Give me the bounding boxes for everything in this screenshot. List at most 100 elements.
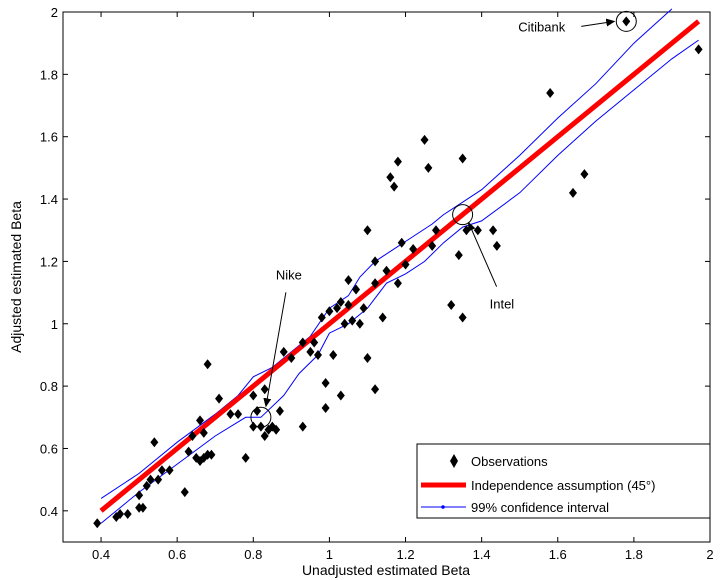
observation-point <box>256 421 265 432</box>
observation-point <box>340 318 349 329</box>
observation-point <box>146 474 155 485</box>
x-tick-label: 1.8 <box>625 547 643 562</box>
observation-point <box>546 88 555 99</box>
observation-point <box>325 306 334 317</box>
observation-point <box>568 187 577 198</box>
observation-point <box>386 172 395 183</box>
independence-line <box>99 19 701 513</box>
observation-point <box>188 431 197 441</box>
observation-point <box>344 300 353 311</box>
observation-point <box>359 303 368 314</box>
observation-point <box>306 346 315 357</box>
observation-point <box>215 393 224 404</box>
observation-point <box>272 424 281 435</box>
observation-point <box>378 312 387 323</box>
observation-point <box>431 225 440 236</box>
observation-point <box>279 346 288 357</box>
observation-point <box>234 409 243 420</box>
y-tick-label: 1.6 <box>40 130 58 145</box>
observation-point <box>393 278 402 289</box>
observation-point <box>298 421 307 432</box>
observation-point <box>138 502 147 513</box>
legend-box <box>416 443 711 519</box>
legend-label: Observations <box>471 454 548 469</box>
independence-line-group <box>99 19 701 513</box>
observation-point <box>329 349 338 360</box>
observation-point <box>157 465 166 476</box>
observation-point <box>397 237 406 248</box>
observation-point <box>489 225 498 236</box>
x-tick-label: 1.6 <box>549 547 567 562</box>
legend-label: Independence assumption (45°) <box>471 478 655 493</box>
observation-point <box>580 169 589 180</box>
observation-point <box>199 427 208 438</box>
observation-point <box>184 446 193 457</box>
observation-point <box>409 243 418 254</box>
observation-point <box>393 156 402 167</box>
y-tick-label: 0.6 <box>40 441 58 456</box>
annotation-label: Citibank <box>518 19 565 34</box>
observation-point <box>298 337 307 348</box>
observation-point <box>116 508 125 519</box>
observation-point <box>287 353 296 364</box>
observation-point <box>348 315 357 326</box>
y-tick-label: 1.8 <box>40 67 58 82</box>
observation-point <box>622 16 631 27</box>
observation-point <box>390 181 399 192</box>
observation-point <box>123 508 132 519</box>
observation-point <box>458 312 467 323</box>
observation-point <box>454 250 463 261</box>
observation-point <box>401 259 410 270</box>
observation-point <box>336 390 345 401</box>
x-tick-label: 1.4 <box>473 547 491 562</box>
annotation-arrow <box>263 292 287 408</box>
observation-point <box>424 162 433 173</box>
observation-point <box>428 240 437 251</box>
observation-point <box>154 474 163 485</box>
observation-point <box>352 284 361 295</box>
x-tick-label: 1.2 <box>396 547 414 562</box>
legend: Observations Independence assumption (45°… <box>416 443 711 519</box>
x-axis-label: Unadjusted estimated Beta <box>302 562 470 578</box>
annotations: Citibank Intel Nike <box>250 10 637 428</box>
y-tick-label: 1.4 <box>40 192 58 207</box>
y-tick-label: 0.4 <box>40 504 58 519</box>
observation-point <box>321 378 330 388</box>
x-tick-label: 0.4 <box>92 547 110 562</box>
y-tick-label: 1 <box>51 317 58 332</box>
y-tick-label: 1.2 <box>40 254 58 269</box>
observation-point <box>371 278 380 289</box>
observation-point <box>371 384 380 395</box>
annotation-label: Nike <box>276 267 302 282</box>
annotation-circle <box>615 10 637 32</box>
y-tick-label: 2 <box>51 5 58 20</box>
ci-lower-line <box>100 39 699 524</box>
annotation-label: Intel <box>490 297 515 312</box>
observation-point <box>694 44 703 55</box>
observation-point <box>196 415 205 426</box>
x-tick-label: 0.6 <box>168 547 186 562</box>
observation-point <box>333 303 342 314</box>
observation-point <box>363 225 372 236</box>
x-tick-label: 1 <box>326 547 333 562</box>
observation-point <box>249 421 258 432</box>
observation-point <box>142 480 151 491</box>
legend-swatch-ci-dot <box>441 505 445 509</box>
observation-point <box>473 225 482 236</box>
observation-point <box>321 402 330 413</box>
observation-point <box>458 153 467 164</box>
observation-point <box>420 134 429 145</box>
observation-point <box>344 275 353 286</box>
observation-point <box>313 349 322 360</box>
observation-point <box>310 337 319 348</box>
observation-point <box>249 390 258 401</box>
observation-point <box>260 384 269 395</box>
observation-point <box>165 465 174 476</box>
observation-point <box>93 518 102 529</box>
observation-point <box>492 240 501 251</box>
observation-point <box>207 449 216 460</box>
observation-point <box>150 437 159 448</box>
x-tick-label: 0.8 <box>244 547 262 562</box>
axis-ticks: 0.4 0.6 0.8 1 1.2 1.4 1.6 1.8 2 0.4 0.6 0.8 1 1.2 1.4 1… <box>40 5 714 562</box>
